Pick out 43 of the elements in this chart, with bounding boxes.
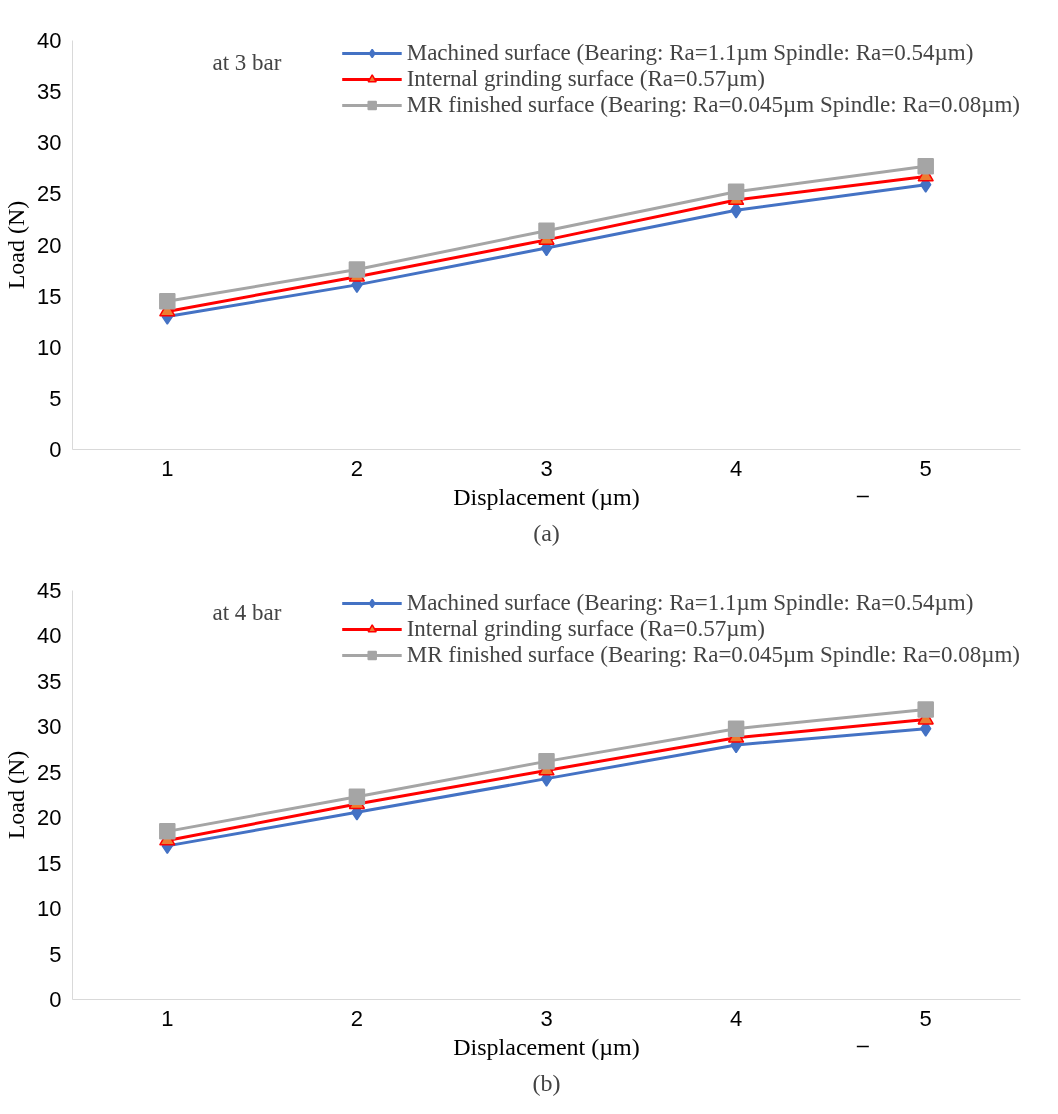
x-tick-label: 5 xyxy=(919,455,932,481)
y-tick-label: 20 xyxy=(37,232,62,258)
y-tick-label: 35 xyxy=(37,668,62,694)
legend-label: Internal grinding surface (Ra=0.57µm) xyxy=(406,616,766,642)
x-tick-label: 3 xyxy=(540,1005,553,1031)
x-tick-label: 4 xyxy=(729,1005,743,1031)
y-tick-label: 20 xyxy=(37,805,62,831)
y-tick-label: 15 xyxy=(37,850,62,876)
legend-label: Internal grinding surface (Ra=0.57µm) xyxy=(406,66,766,92)
y-tick-label: 40 xyxy=(37,28,62,53)
legend-label: Machined surface (Bearing: Ra=1.1µm Spindle: Ra=0.54µm) xyxy=(406,40,974,66)
y-tick-label: 0 xyxy=(49,437,62,462)
y-tick-label: 5 xyxy=(49,385,62,411)
y-tick-label: 30 xyxy=(37,714,62,740)
text: (a) xyxy=(533,519,560,546)
x-axis-title: Displacement (µm) xyxy=(453,483,640,510)
x-tick-label: 1 xyxy=(161,455,174,481)
y-tick-label: 10 xyxy=(37,896,62,922)
x-axis-title: Displacement (µm) xyxy=(453,1033,640,1060)
annotation: at 4 bar xyxy=(212,599,282,625)
x-tick-label: 3 xyxy=(540,455,553,481)
x-tick-label: 2 xyxy=(350,1005,364,1031)
y-axis-title: Load (N) xyxy=(3,750,30,840)
x-tick-label: 1 xyxy=(161,1005,174,1031)
y-tick-label: 25 xyxy=(37,759,62,785)
legend-label: MR finished surface (Bearing: Ra=0.045µm Spindle: Ra=0.08µm) xyxy=(406,642,1020,668)
y-tick-label: 45 xyxy=(37,578,62,603)
legend-label: MR finished surface (Bearing: Ra=0.045µm Spindle: Ra=0.08µm) xyxy=(406,92,1020,118)
x-tick-label: 2 xyxy=(350,455,364,481)
legend-label: Machined surface (Bearing: Ra=1.1µm Spindle: Ra=0.54µm) xyxy=(406,590,974,616)
text: (b) xyxy=(532,1069,561,1096)
y-tick-label: 30 xyxy=(37,130,62,156)
annotation: at 3 bar xyxy=(212,49,282,75)
y-tick-label: 40 xyxy=(37,623,62,649)
y-axis-title: Load (N) xyxy=(3,200,30,290)
y-tick-label: 10 xyxy=(37,334,62,360)
y-tick-label: 15 xyxy=(37,283,62,309)
x-tick-label: 4 xyxy=(729,455,743,481)
x-tick-label: 5 xyxy=(919,1005,932,1031)
y-tick-label: 5 xyxy=(49,941,62,967)
y-tick-label: 35 xyxy=(37,79,62,105)
y-tick-label: 0 xyxy=(49,987,62,1012)
y-tick-label: 25 xyxy=(37,181,62,207)
